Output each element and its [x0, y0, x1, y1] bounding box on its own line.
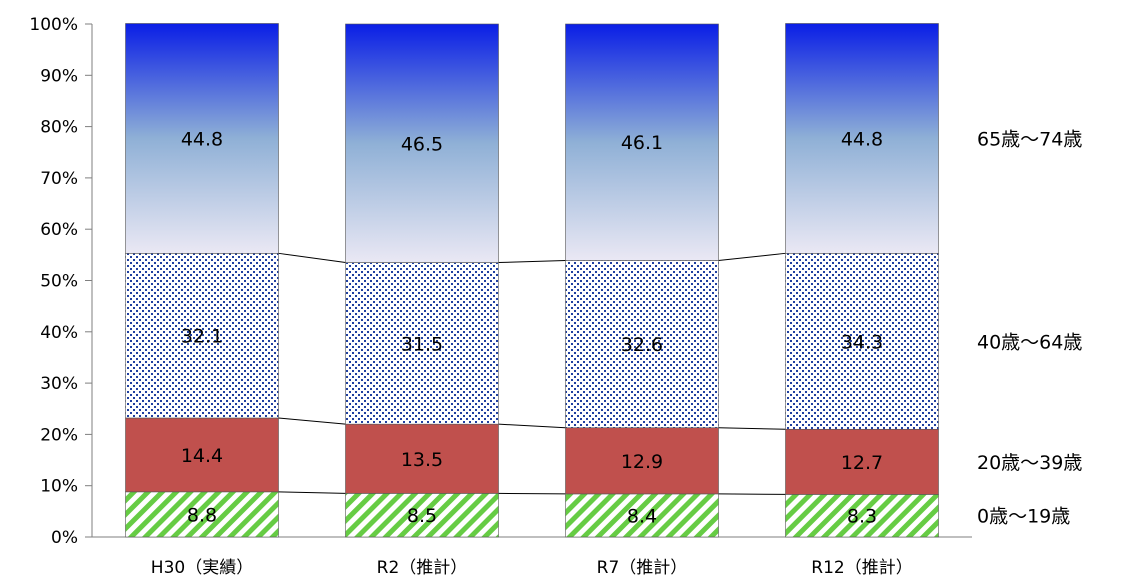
x-tick-label: R2（推計）: [377, 558, 468, 578]
series-connector-line: [498, 492, 566, 495]
y-tick-label: 90%: [40, 66, 78, 86]
data-label: 31.5: [401, 333, 443, 355]
y-tick-label: 0%: [51, 528, 78, 548]
bar-segment: [345, 23, 499, 263]
bar-segment: [345, 493, 499, 538]
y-tick-label: 50%: [40, 272, 78, 292]
legend-label: 0歳～19歳: [977, 506, 1070, 528]
bar-segment: [565, 427, 719, 495]
bar-segment: [565, 493, 719, 538]
y-tick-label: 40%: [40, 323, 78, 343]
bar-segment: [125, 23, 279, 254]
data-label: 13.5: [401, 449, 443, 471]
x-tick-label: R7（推計）: [597, 558, 688, 578]
bar-segment: [125, 253, 279, 419]
series-connector-line: [278, 491, 346, 494]
data-label: 46.5: [401, 133, 443, 155]
series-connector-line: [498, 423, 566, 429]
bar-segment: [345, 423, 499, 494]
data-label: 32.1: [181, 326, 223, 348]
data-label: 8.4: [627, 505, 657, 527]
y-tick-label: 20%: [40, 425, 78, 445]
data-label: 34.3: [841, 331, 883, 353]
data-label: 32.6: [621, 334, 663, 356]
series-connector-line: [718, 252, 786, 261]
bar-segment: [785, 428, 939, 495]
data-labels: 8.8 14.4 32.1 44.8 8.5 13.5 31.5 46.5 8.4 12.9 32.…: [181, 128, 883, 527]
data-label: 12.7: [841, 452, 883, 474]
series-connector-line: [498, 259, 566, 264]
data-label: 44.8: [181, 128, 223, 150]
series-connector-line: [278, 252, 346, 264]
bars: [125, 23, 939, 538]
y-tick-label: 80%: [40, 118, 78, 138]
bar-segment: [565, 260, 719, 429]
bar-segment: [785, 23, 939, 254]
legend-label: 65歳～74歳: [977, 128, 1082, 150]
data-label: 12.9: [621, 451, 663, 473]
data-label: 14.4: [181, 445, 223, 467]
data-label: 8.3: [847, 506, 877, 528]
data-label: 8.5: [407, 505, 437, 527]
legend-label: 40歳～64歳: [977, 331, 1082, 353]
y-tick-label: 30%: [40, 374, 78, 394]
bar-segment: [125, 491, 279, 538]
data-label: 46.1: [621, 132, 663, 154]
y-tick-label: 10%: [40, 477, 78, 497]
bar-segment: [785, 494, 939, 538]
x-axis-labels: H30（実績） R2（推計） R7（推計） R12（推計）: [151, 558, 913, 578]
bar-segment: [565, 23, 719, 261]
legend: 0歳～19歳 20歳～39歳 40歳～64歳 65歳～74歳: [977, 128, 1082, 527]
data-label: 8.8: [187, 504, 217, 526]
y-tick-label: 100%: [29, 15, 78, 35]
bar-segment: [785, 253, 939, 430]
y-axis: 0% 10% 20% 30% 40% 50% 60% 70% 80% 90% 100%: [29, 15, 972, 548]
data-label: 44.8: [841, 128, 883, 150]
y-tick-label: 70%: [40, 169, 78, 189]
series-connector-lines: [278, 252, 786, 495]
legend-label: 20歳～39歳: [977, 452, 1082, 474]
x-tick-label: H30（実績）: [151, 558, 253, 578]
x-tick-label: R12（推計）: [811, 558, 912, 578]
y-tick-label: 60%: [40, 220, 78, 240]
series-connector-line: [718, 493, 786, 495]
bar-segment: [125, 417, 279, 493]
series-connector-line: [718, 427, 786, 430]
series-connector-line: [278, 417, 346, 425]
